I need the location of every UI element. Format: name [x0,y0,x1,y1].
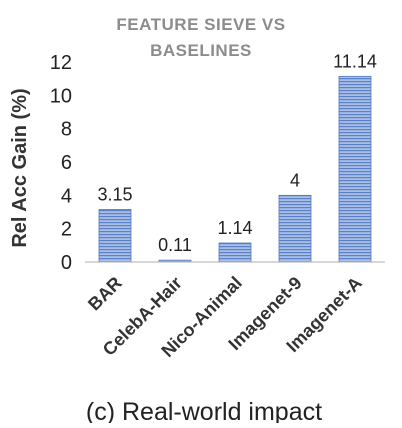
y-tick-label: 4 [61,185,72,207]
y-axis-ticks: 0 2 4 6 8 10 12 [50,52,72,274]
y-tick-label: 2 [61,219,72,241]
figure-caption: (c) Real-world impact [86,398,322,423]
bar [278,194,312,263]
bar [338,75,372,263]
data-labels-group: 3.15 0.11 1.14 4 11.14 [97,51,376,255]
y-tick-label: 6 [61,152,72,174]
data-label: 1.14 [217,218,252,238]
y-axis-label: Rel Acc Gain (%) [9,88,31,247]
x-tick-label: BAR [84,273,126,315]
chart-title-line-2: BASELINES [150,41,252,60]
data-label: 11.14 [333,51,377,71]
data-label: 0.11 [158,235,192,255]
bar [98,209,132,263]
chart-title-line-1: FEATURE SIEVE VS [116,15,285,34]
data-label: 4 [290,170,300,190]
data-label: 3.15 [97,185,132,205]
y-tick-label: 0 [61,252,72,274]
y-tick-label: 12 [50,52,72,74]
y-tick-label: 8 [61,119,72,141]
x-axis-tick-labels: BARCelebA-HairNico-AnimalImagenet-9Image… [84,273,366,361]
bar [218,242,252,263]
y-tick-label: 10 [50,85,72,107]
